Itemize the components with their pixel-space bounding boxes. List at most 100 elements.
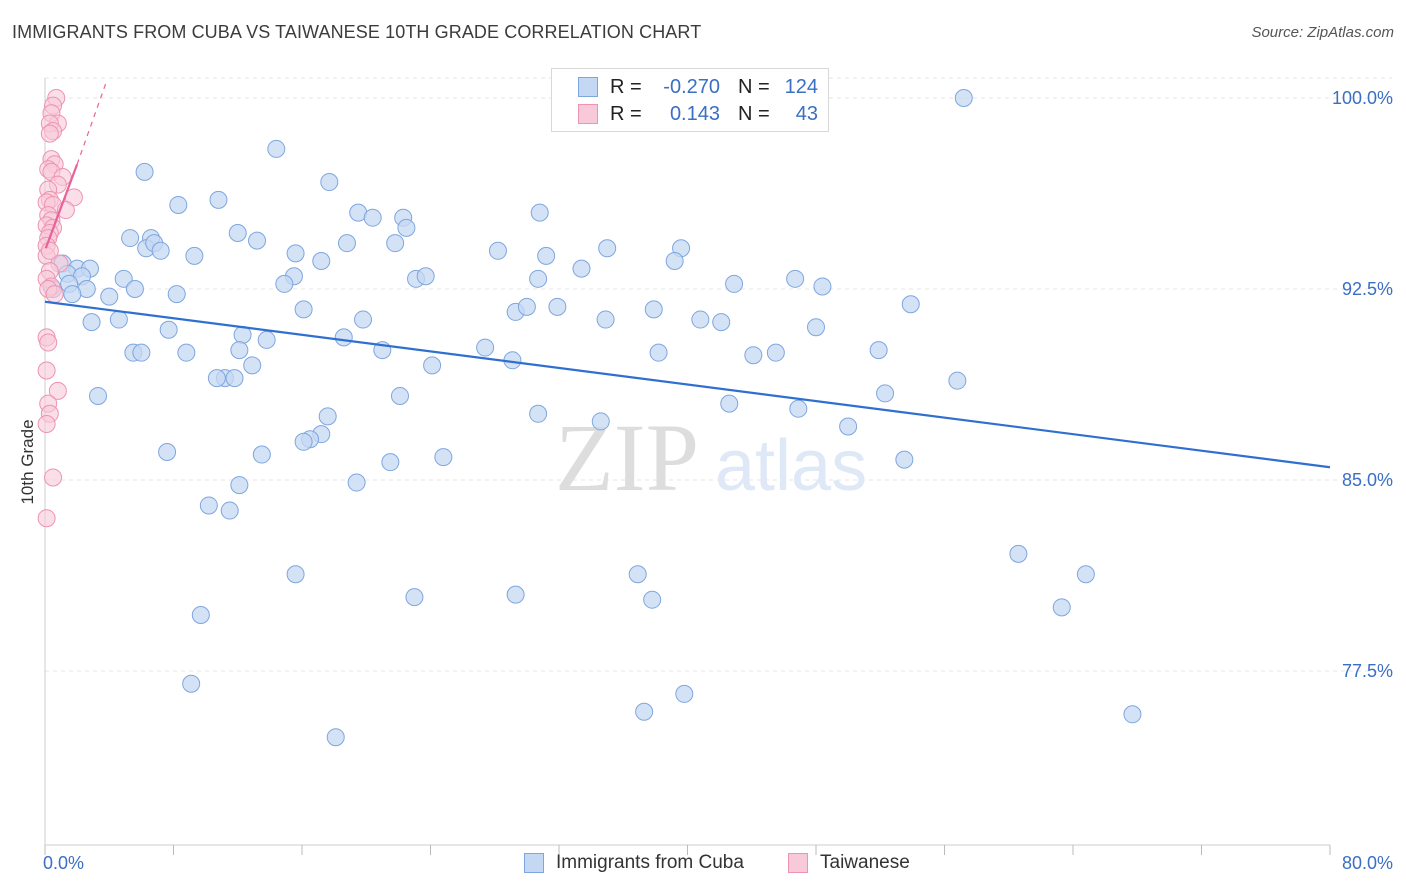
data-point-cuba bbox=[363, 208, 382, 227]
x-tick-label: 80.0% bbox=[1342, 853, 1393, 873]
data-point-cuba bbox=[109, 310, 128, 329]
data-point-cuba bbox=[82, 313, 101, 332]
data-point-taiwanese bbox=[37, 361, 56, 380]
data-point-cuba bbox=[434, 448, 453, 467]
data-point-cuba bbox=[318, 407, 337, 426]
data-point-cuba bbox=[199, 496, 218, 515]
data-point-cuba bbox=[807, 318, 825, 337]
data-point-cuba bbox=[159, 320, 178, 339]
data-point-cuba bbox=[267, 139, 286, 158]
data-point-cuba bbox=[789, 399, 808, 418]
series-label-cuba: Immigrants from Cuba bbox=[556, 852, 744, 873]
legend-n-value: 124 bbox=[784, 75, 818, 98]
data-point-cuba bbox=[530, 203, 549, 222]
series-swatch-cuba bbox=[524, 853, 544, 873]
data-point-cuba bbox=[948, 371, 967, 390]
data-point-taiwanese bbox=[37, 414, 56, 433]
legend-swatch-taiwanese bbox=[578, 104, 598, 124]
data-point-cuba bbox=[320, 173, 339, 192]
data-point-cuba bbox=[901, 295, 920, 314]
data-point-cuba bbox=[548, 297, 567, 316]
trendline-cuba bbox=[44, 300, 1331, 469]
data-point-cuba bbox=[712, 313, 731, 332]
data-point-cuba bbox=[665, 251, 684, 270]
data-point-cuba bbox=[744, 346, 763, 365]
data-point-cuba bbox=[114, 269, 133, 288]
series-legend: Immigrants from Cuba Taiwanese bbox=[0, 852, 1406, 878]
y-axis-title: 10th Grade bbox=[18, 419, 37, 504]
data-point-cuba bbox=[182, 674, 201, 693]
legend-n-label: N = bbox=[738, 75, 770, 98]
x-tick-label: 0.0% bbox=[43, 853, 84, 873]
data-point-cuba bbox=[334, 328, 353, 347]
data-point-cuba bbox=[191, 605, 210, 624]
data-point-cuba bbox=[572, 259, 591, 278]
data-point-cuba bbox=[230, 476, 249, 495]
data-point-cuba bbox=[257, 330, 276, 349]
data-point-taiwanese bbox=[37, 509, 56, 528]
legend-n-value: 43 bbox=[795, 102, 818, 125]
series-swatch-taiwanese bbox=[788, 853, 808, 873]
data-point-cuba bbox=[89, 386, 108, 405]
legend-r-value: 0.143 bbox=[669, 102, 720, 125]
data-point-cuba bbox=[286, 565, 305, 584]
data-point-cuba bbox=[537, 246, 556, 265]
data-point-cuba bbox=[243, 356, 262, 375]
data-point-cuba bbox=[132, 343, 151, 362]
data-point-cuba bbox=[675, 684, 694, 703]
data-point-cuba bbox=[390, 386, 409, 405]
data-point-cuba bbox=[1123, 705, 1142, 724]
data-point-cuba bbox=[416, 267, 435, 286]
y-tick-label: 85.0% bbox=[1342, 470, 1393, 490]
data-point-cuba bbox=[386, 234, 405, 253]
data-point-cuba bbox=[63, 285, 82, 304]
data-point-cuba bbox=[125, 280, 144, 298]
data-point-cuba bbox=[405, 588, 424, 607]
data-point-cuba bbox=[954, 89, 973, 107]
data-point-cuba bbox=[312, 251, 331, 270]
series-legend-item-cuba[interactable]: Immigrants from Cuba bbox=[524, 852, 744, 874]
data-point-cuba bbox=[766, 343, 785, 362]
source-label: Source: ZipAtlas.com bbox=[1251, 24, 1394, 41]
data-point-cuba bbox=[876, 384, 895, 403]
data-point-cuba bbox=[337, 234, 356, 253]
legend-r-label: R = bbox=[610, 102, 642, 125]
y-tick-label: 77.5% bbox=[1342, 661, 1393, 681]
data-point-cuba bbox=[635, 702, 654, 721]
data-point-cuba bbox=[649, 343, 668, 362]
stats-legend: R = -0.270 N = 124 R = 0.143 N = 43 bbox=[551, 68, 829, 132]
data-point-cuba bbox=[596, 310, 615, 329]
data-point-cuba bbox=[167, 285, 186, 304]
series-legend-item-taiwanese[interactable]: Taiwanese bbox=[788, 852, 910, 874]
data-point-cuba bbox=[326, 728, 345, 747]
data-point-cuba bbox=[813, 277, 832, 296]
data-point-cuba bbox=[220, 501, 239, 520]
data-point-cuba bbox=[177, 343, 196, 362]
data-point-cuba bbox=[151, 241, 170, 260]
data-point-cuba bbox=[121, 229, 140, 248]
data-point-cuba bbox=[529, 404, 548, 423]
legend-row-cuba: R = -0.270 N = 124 bbox=[552, 74, 818, 100]
data-point-cuba bbox=[135, 162, 154, 181]
data-point-cuba bbox=[643, 590, 662, 609]
data-point-cuba bbox=[506, 585, 525, 604]
data-point-cuba bbox=[895, 450, 914, 469]
legend-row-taiwanese: R = 0.143 N = 43 bbox=[552, 101, 818, 127]
data-point-cuba bbox=[628, 565, 647, 584]
data-point-cuba bbox=[275, 274, 294, 293]
trendline-taiwanese bbox=[44, 163, 79, 249]
data-point-taiwanese bbox=[44, 468, 63, 487]
data-point-taiwanese bbox=[40, 241, 59, 260]
data-point-cuba bbox=[347, 473, 366, 492]
data-point-cuba bbox=[185, 246, 204, 265]
data-point-cuba bbox=[786, 269, 805, 288]
data-point-cuba bbox=[529, 269, 548, 288]
data-point-cuba bbox=[294, 300, 313, 319]
data-point-cuba bbox=[354, 310, 373, 329]
trendline-taiwanese-extension bbox=[76, 82, 107, 165]
data-point-cuba bbox=[158, 442, 177, 461]
legend-r-value: -0.270 bbox=[663, 75, 720, 98]
legend-r-label: R = bbox=[610, 75, 642, 98]
data-point-cuba bbox=[381, 453, 400, 472]
data-point-taiwanese bbox=[40, 124, 59, 143]
